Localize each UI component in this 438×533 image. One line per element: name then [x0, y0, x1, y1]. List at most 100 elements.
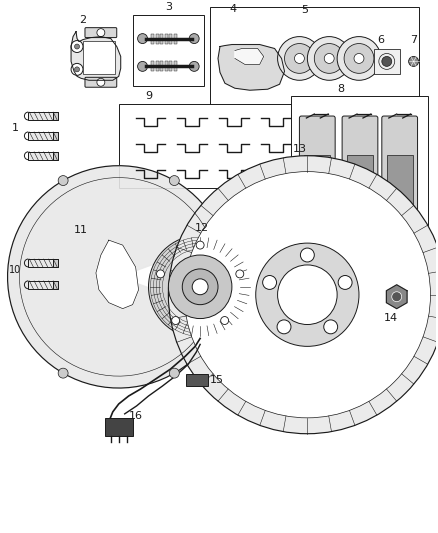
Circle shape: [196, 241, 204, 249]
Bar: [174, 61, 177, 71]
Circle shape: [221, 317, 229, 325]
FancyBboxPatch shape: [382, 116, 417, 215]
Bar: [160, 61, 163, 71]
Circle shape: [256, 243, 359, 346]
Circle shape: [58, 175, 68, 185]
Bar: [151, 61, 154, 71]
Circle shape: [392, 292, 402, 302]
Bar: [83, 41, 115, 74]
Bar: [119, 104, 297, 188]
Circle shape: [74, 44, 80, 49]
Bar: [165, 61, 168, 71]
Polygon shape: [96, 240, 138, 309]
Text: 1: 1: [12, 123, 19, 133]
Circle shape: [58, 368, 68, 378]
Circle shape: [324, 53, 334, 63]
Bar: [53, 112, 58, 120]
Bar: [28, 132, 58, 140]
Circle shape: [277, 320, 291, 334]
Text: 10: 10: [9, 265, 21, 275]
Circle shape: [278, 37, 321, 80]
Circle shape: [382, 56, 392, 67]
Circle shape: [170, 368, 179, 378]
Text: 3: 3: [165, 2, 172, 12]
Bar: [53, 281, 58, 289]
Bar: [186, 374, 208, 386]
Circle shape: [189, 61, 199, 71]
Circle shape: [138, 34, 148, 44]
Circle shape: [168, 156, 438, 434]
Circle shape: [324, 320, 338, 334]
Circle shape: [300, 248, 314, 262]
Circle shape: [263, 276, 276, 289]
Circle shape: [172, 317, 180, 325]
Circle shape: [71, 63, 83, 75]
Circle shape: [168, 255, 232, 319]
Polygon shape: [218, 45, 285, 90]
Circle shape: [71, 41, 83, 52]
Bar: [169, 34, 172, 44]
Circle shape: [97, 78, 105, 86]
Circle shape: [307, 37, 351, 80]
Circle shape: [97, 29, 105, 37]
Bar: [53, 259, 58, 267]
Bar: [374, 49, 400, 74]
Circle shape: [148, 235, 252, 338]
Text: 4: 4: [230, 4, 237, 14]
Circle shape: [344, 44, 374, 74]
Polygon shape: [71, 31, 121, 80]
Circle shape: [170, 175, 179, 185]
Bar: [387, 155, 413, 209]
Circle shape: [138, 61, 148, 71]
Circle shape: [74, 67, 80, 72]
Text: 9: 9: [145, 91, 152, 101]
Circle shape: [156, 270, 164, 278]
Circle shape: [409, 56, 419, 67]
Text: 2: 2: [79, 15, 87, 25]
Bar: [174, 34, 177, 44]
Circle shape: [278, 265, 337, 325]
Text: 8: 8: [338, 84, 345, 94]
Text: 14: 14: [384, 312, 398, 322]
Text: 7: 7: [410, 35, 417, 45]
Circle shape: [294, 53, 304, 63]
Text: 12: 12: [195, 223, 209, 233]
Circle shape: [354, 53, 364, 63]
Bar: [347, 155, 373, 209]
Bar: [169, 61, 172, 71]
Text: 15: 15: [210, 375, 224, 385]
Circle shape: [337, 37, 381, 80]
Bar: [155, 34, 159, 44]
Text: 11: 11: [74, 225, 88, 235]
Bar: [151, 34, 154, 44]
Circle shape: [189, 34, 199, 44]
Bar: [165, 34, 168, 44]
Polygon shape: [7, 166, 223, 388]
Bar: [155, 61, 159, 71]
Circle shape: [338, 276, 352, 289]
Circle shape: [236, 270, 244, 278]
Bar: [133, 15, 204, 86]
Bar: [210, 7, 419, 106]
Bar: [291, 96, 428, 225]
Bar: [304, 155, 330, 209]
Text: 6: 6: [377, 35, 384, 45]
Bar: [28, 152, 58, 160]
Bar: [160, 34, 163, 44]
Circle shape: [314, 44, 344, 74]
Circle shape: [192, 279, 208, 295]
Text: 16: 16: [129, 411, 143, 421]
Bar: [28, 281, 58, 289]
Circle shape: [182, 269, 218, 305]
Bar: [28, 259, 58, 267]
Polygon shape: [235, 49, 264, 64]
Bar: [105, 418, 133, 435]
FancyBboxPatch shape: [85, 28, 117, 38]
Text: 13: 13: [293, 144, 307, 154]
Circle shape: [285, 44, 314, 74]
Circle shape: [184, 172, 431, 418]
Text: 5: 5: [301, 5, 308, 15]
Bar: [53, 152, 58, 160]
Polygon shape: [386, 285, 407, 309]
FancyBboxPatch shape: [85, 77, 117, 87]
